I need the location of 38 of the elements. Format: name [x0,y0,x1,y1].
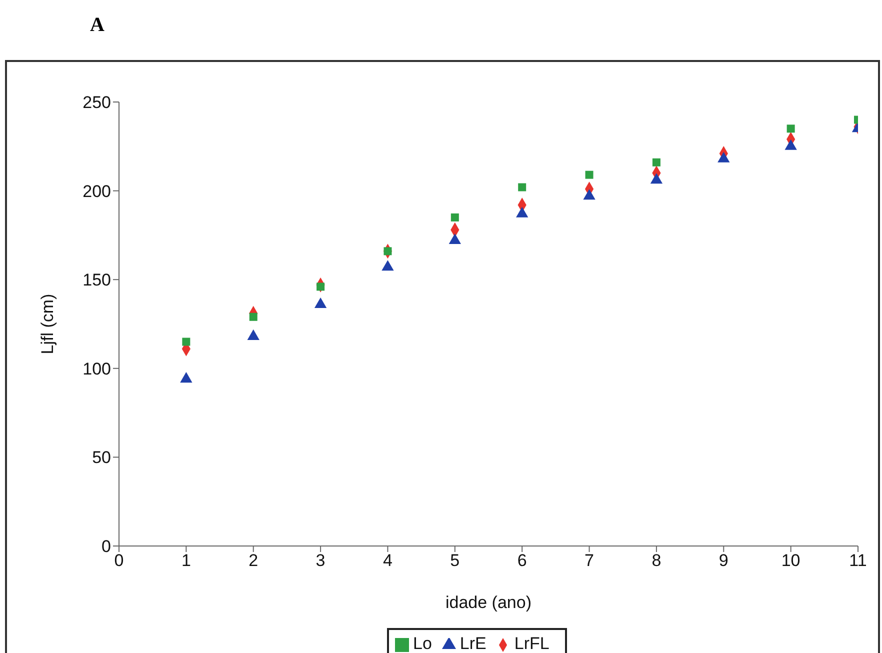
point [247,329,260,340]
x-tick-label: 8 [652,551,662,570]
point [180,372,192,383]
y-tick-label: 0 [102,537,111,556]
x-tick-label: 3 [316,551,326,570]
x-tick-label: 4 [382,551,392,570]
x-tick-label: 2 [248,551,258,570]
x-tick-label: 9 [718,551,728,570]
point [382,260,394,271]
x-tick-label: 10 [781,551,800,570]
point [583,189,596,200]
point [786,124,795,133]
x-tick-label: 6 [517,551,527,570]
y-tick-label: 250 [82,93,111,112]
point [182,338,190,346]
point [585,170,594,179]
point [516,206,528,218]
x-tick-label: 1 [181,551,191,570]
y-tick-label: 100 [82,359,111,378]
point [650,173,663,184]
point [518,183,526,192]
x-tick-label: 11 [849,551,867,570]
x-tick-label: 0 [114,551,124,570]
legend-label: LrE [460,634,486,653]
legend-label: Lo [413,634,432,653]
x-tick-label: 7 [584,551,594,570]
point [450,213,459,222]
point [314,297,327,308]
point [652,158,660,166]
x-axis-title: idade (ano) [445,593,532,612]
y-axis-title: Ljfl (cm) [38,294,58,354]
y-tick-label: 150 [82,270,111,290]
x-tick-label: 5 [450,551,460,570]
y-tick-label: 200 [82,182,111,201]
y-tick-label: 50 [92,448,111,468]
chart-title: A [90,14,104,37]
point [448,234,461,244]
legend-label: LrFL [514,634,550,653]
